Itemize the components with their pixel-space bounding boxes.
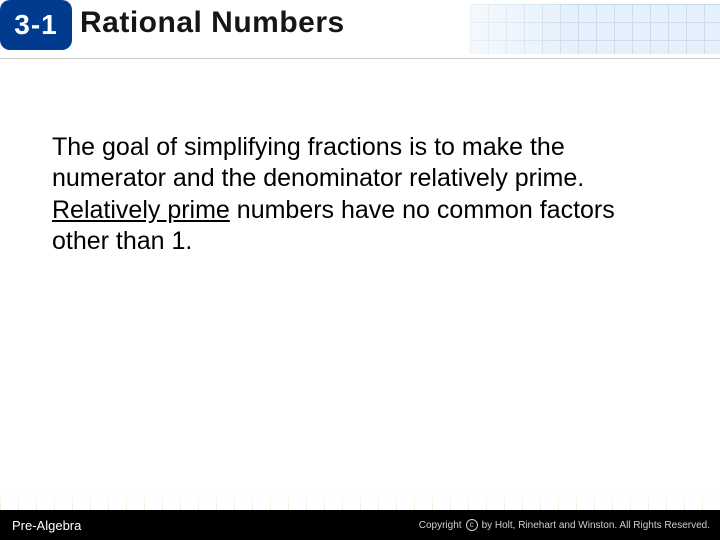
relatively-prime-term: Relatively prime (52, 196, 230, 224)
footer-grid-decoration (0, 492, 720, 510)
copyright-text: by Holt, Rinehart and Winston. All Right… (482, 520, 710, 531)
chapter-badge: 3-1 (0, 0, 72, 50)
header-rule (0, 58, 720, 59)
copyright-word: Copyright (419, 520, 462, 531)
body-paragraph: The goal of simplifying fractions is to … (52, 132, 647, 257)
header-band: 3-1 Rational Numbers (0, 0, 720, 68)
chapter-number: 3-1 (14, 9, 57, 41)
footer-bar: Pre-Algebra Copyright c by Holt, Rinehar… (0, 510, 720, 540)
copyright-icon: c (466, 519, 478, 531)
chapter-title: Rational Numbers (80, 6, 345, 40)
header-grid-decoration (470, 4, 720, 54)
body-part2: relatively prime. (409, 164, 584, 192)
footer-course-label: Pre-Algebra (12, 518, 81, 533)
footer-copyright: Copyright c by Holt, Rinehart and Winsto… (419, 519, 710, 531)
